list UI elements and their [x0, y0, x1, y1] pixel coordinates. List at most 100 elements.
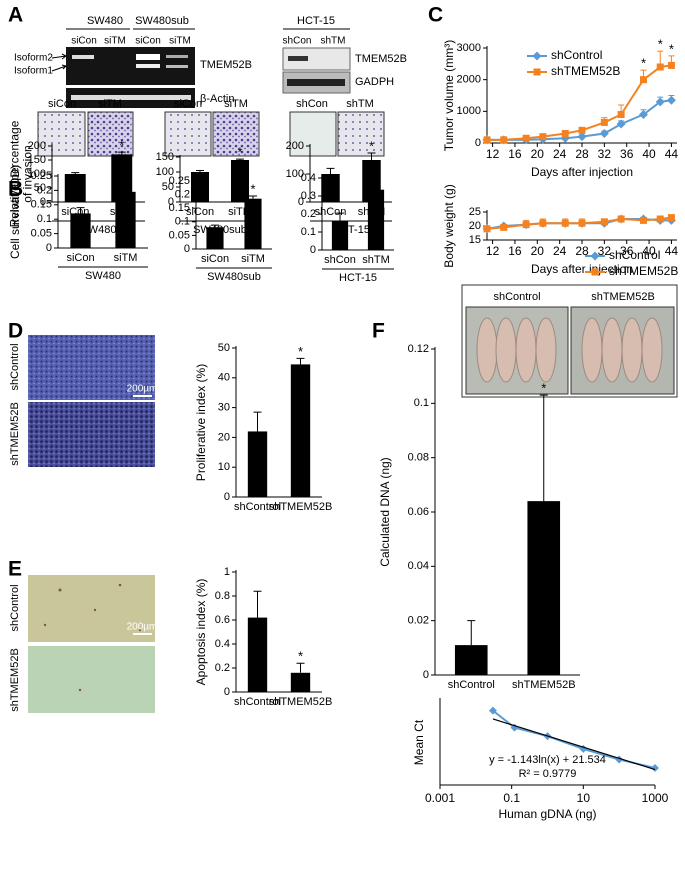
y-tick-label: 0 [475, 137, 481, 149]
bar [244, 198, 262, 249]
y-axis-label: Proliferative index (%) [194, 364, 208, 481]
marker [656, 215, 664, 223]
y-tick-label: 200 [286, 140, 304, 152]
legend-label: shTMEM52B [609, 264, 678, 278]
gel-band [72, 55, 94, 59]
legend-marker [590, 251, 600, 261]
gel-band [166, 55, 188, 58]
error-bar [211, 224, 219, 228]
x-tick-label: shTM [362, 254, 390, 266]
x-tick-label: siTM [241, 253, 265, 265]
legend-marker [532, 51, 542, 61]
marker [500, 136, 508, 144]
marker [616, 119, 626, 129]
annotation: * [369, 138, 374, 153]
error-bar [296, 662, 305, 673]
gel-band-label: TMEM52B [200, 59, 252, 71]
annotation: * [298, 344, 303, 359]
gel-band [136, 54, 160, 60]
error-bar [71, 172, 80, 174]
gel-band [166, 65, 188, 68]
bar [331, 221, 349, 250]
y-tick-label: 50 [162, 181, 174, 193]
x-tick-label: 36 [620, 244, 634, 258]
y-tick-label: 0 [224, 686, 230, 698]
x-tick-label: 16 [508, 147, 522, 161]
legend-label: shControl [609, 248, 660, 262]
error-bar [121, 186, 130, 192]
image-label: shTMEM52B [9, 402, 21, 466]
trendline [492, 718, 656, 771]
micrograph [37, 111, 86, 157]
error-bar [296, 357, 305, 365]
y-axis-label: Mean Ct [412, 719, 426, 765]
image-label: shTMEM52B [9, 648, 21, 712]
y-tick-label: 0.2 [301, 208, 316, 220]
x-tick-label: 1000 [642, 791, 669, 805]
bar [64, 174, 86, 202]
x-tick-label: 12 [486, 244, 500, 258]
micrograph [164, 111, 212, 157]
group-label: SW480sub [207, 271, 261, 283]
x-tick-label: 40 [642, 244, 656, 258]
y-tick-label: 0 [46, 242, 52, 254]
mice [476, 317, 663, 383]
x-tick-label: siCon [66, 252, 94, 264]
error-bar [117, 151, 126, 155]
marker [639, 216, 647, 224]
y-tick-label: 0.08 [408, 452, 429, 464]
y-tick-label: 150 [28, 154, 46, 166]
x-axis-label: Days after injection [531, 165, 633, 179]
scale-label: 200µm [127, 622, 158, 633]
y-tick-label: 50 [218, 342, 230, 354]
x-tick-label: siCon [201, 253, 229, 265]
bar [247, 617, 268, 692]
panel-label: B [8, 178, 23, 201]
panel-label: A [8, 4, 23, 27]
x-tick-label: 20 [531, 147, 545, 161]
photo-label: shTMEM52B [591, 291, 655, 303]
x-axis-label: Human gDNA (ng) [498, 807, 596, 821]
legend-marker [591, 268, 599, 276]
marker [578, 126, 586, 134]
error-bar [253, 411, 262, 432]
bar [527, 501, 561, 675]
y-tick-label: 1 [224, 566, 230, 578]
micrograph [289, 111, 337, 157]
gel-band-label: β-Actin [200, 93, 234, 105]
y-axis-label: Relative percentage [8, 120, 22, 227]
y-tick-label: 0.15 [169, 202, 190, 214]
annotation: * [541, 381, 546, 396]
y-tick-label: 0.8 [215, 590, 230, 602]
gel-band [71, 95, 191, 100]
scale-label: 200µm [127, 384, 158, 395]
x-tick-label: 44 [665, 244, 679, 258]
bar [247, 431, 268, 497]
y-tick-label: 0.25 [169, 175, 190, 187]
y-tick-label: 0 [423, 669, 429, 681]
annotation: * [669, 41, 674, 56]
x-tick-label: 32 [598, 244, 612, 258]
gel-lane: shTM [321, 36, 346, 47]
error-bar [249, 195, 257, 199]
bar [321, 174, 340, 202]
y-axis-label: Cell survival (OD) [8, 165, 22, 259]
y-tick-label: 0.2 [37, 184, 52, 196]
marker [599, 129, 609, 138]
y-tick-label: 0.25 [31, 170, 52, 182]
marker [561, 219, 569, 227]
error-bar [253, 590, 262, 618]
marker [667, 214, 675, 222]
marker [577, 132, 587, 142]
x-tick-label: shControl [448, 679, 495, 691]
y-tick-label: 0 [310, 244, 316, 256]
y-tick-label: 0.05 [31, 228, 52, 240]
y-tick-label: 0.06 [408, 506, 429, 518]
bar [231, 160, 249, 202]
y-tick-label: 100 [156, 166, 174, 178]
marker [667, 61, 675, 69]
y-tick-label: 150 [156, 151, 174, 163]
error-bar [372, 186, 380, 190]
error-bar [539, 394, 548, 502]
y-tick-label: 0.2 [175, 189, 190, 201]
